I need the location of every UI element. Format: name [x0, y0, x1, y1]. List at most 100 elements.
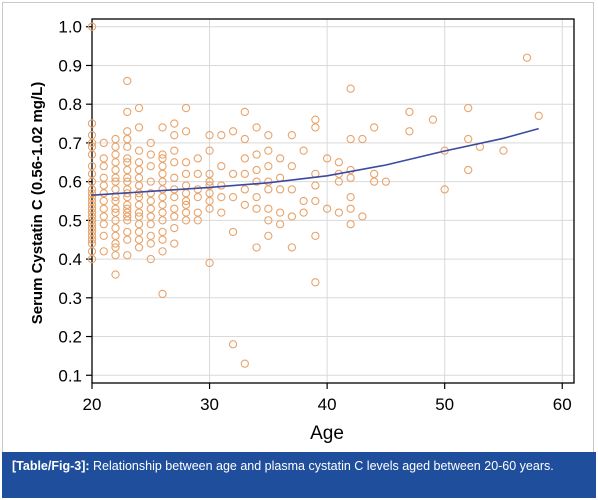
y-tick-label: 0.2: [58, 328, 82, 347]
data-point: [99, 220, 108, 229]
data-point: [181, 127, 191, 136]
data-point: [358, 212, 367, 221]
data-point: [464, 165, 473, 175]
data-point: [346, 220, 355, 229]
x-tick-label: 60: [553, 395, 572, 414]
data-point: [369, 177, 379, 186]
data-point: [158, 227, 167, 237]
data-point: [123, 251, 132, 260]
data-point: [87, 150, 97, 159]
data-point: [170, 223, 179, 233]
figure-frame: 20 30 40 50 60 0.1 0.2 0.3 0.4 0.5 0.6 0.7 0.8 0.9 1.0…: [2, 2, 594, 496]
data-point: [181, 196, 191, 206]
data-point: [99, 196, 108, 206]
data-point: [134, 200, 144, 210]
data-point: [111, 239, 120, 248]
data-point: [158, 123, 167, 132]
data-point: [499, 146, 508, 155]
data-point: [123, 107, 132, 117]
data-point: [99, 173, 108, 182]
data-point: [322, 154, 332, 163]
data-point: [534, 111, 543, 120]
data-point: [205, 177, 214, 186]
data-point: [99, 189, 108, 198]
y-tick-label: 0.1: [58, 366, 82, 385]
data-point: [217, 131, 226, 140]
data-point: [146, 231, 155, 241]
data-point: [87, 138, 97, 148]
data-point: [111, 231, 120, 241]
data-point: [311, 196, 320, 206]
data-point: [99, 161, 108, 171]
data-point: [264, 146, 273, 155]
data-point: [193, 208, 202, 217]
data-point: [158, 185, 167, 194]
data-point: [111, 223, 120, 233]
data-point: [99, 154, 108, 163]
data-point: [205, 258, 214, 268]
data-point: [134, 173, 144, 182]
data-point: [252, 123, 261, 132]
data-point: [123, 216, 132, 225]
data-point: [158, 235, 167, 244]
data-point: [264, 204, 273, 213]
data-point: [252, 243, 261, 252]
data-point: [111, 134, 120, 144]
data-point: [170, 119, 179, 128]
data-point: [240, 200, 249, 210]
data-point: [275, 154, 285, 163]
data-point: [87, 235, 97, 244]
data-point: [299, 146, 308, 155]
y-tick-label: 0.4: [58, 250, 82, 269]
data-point: [181, 208, 191, 217]
data-point: [205, 131, 214, 140]
y-tick-label: 0.5: [58, 211, 82, 230]
data-point: [99, 181, 108, 190]
data-point: [522, 53, 532, 62]
data-point: [299, 196, 308, 206]
data-point: [146, 220, 155, 229]
data-point: [205, 204, 214, 213]
data-point: [158, 289, 167, 299]
data-point: [134, 123, 144, 132]
data-point: [311, 115, 320, 124]
trend-line-path: [91, 127, 539, 196]
data-point: [240, 169, 249, 179]
data-point: [405, 107, 414, 117]
data-point: [111, 142, 120, 151]
data-point: [99, 247, 108, 256]
data-point: [134, 189, 144, 198]
data-point: [158, 169, 167, 179]
y-tick-label: 0.3: [58, 289, 82, 308]
data-point: [134, 146, 144, 155]
axis-ticks: 20 30 40 50 60 0.1 0.2 0.3 0.4 0.5 0.6 0.7 0.8 0.9 1.0: [58, 18, 571, 414]
data-point: [111, 270, 120, 279]
data-point: [111, 251, 120, 260]
data-point: [275, 208, 285, 217]
data-point: [334, 208, 344, 217]
data-point: [205, 146, 214, 155]
data-point: [111, 150, 120, 159]
data-point: [123, 212, 132, 221]
data-point: [264, 231, 273, 241]
data-point: [193, 192, 202, 202]
data-point: [170, 212, 179, 221]
data-point: [228, 227, 238, 237]
data-point: [193, 185, 202, 194]
data-point: [170, 173, 179, 182]
data-point: [217, 192, 226, 202]
data-point: [240, 185, 249, 194]
data-point: [346, 84, 355, 93]
data-point: [99, 204, 108, 213]
data-point: [311, 123, 320, 132]
data-point: [287, 243, 297, 252]
y-axis-title: Serum Cystatin C (0.56-1.02 mg/L): [29, 82, 46, 325]
y-tick-label: 0.9: [58, 56, 82, 75]
data-point: [217, 208, 226, 217]
data-point: [181, 169, 191, 179]
data-point: [252, 150, 261, 159]
data-point: [146, 138, 155, 148]
data-point: [123, 134, 132, 144]
data-point: [123, 227, 132, 237]
data-point: [252, 204, 261, 213]
